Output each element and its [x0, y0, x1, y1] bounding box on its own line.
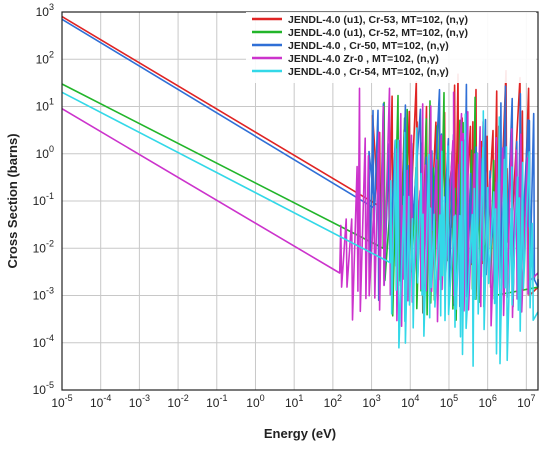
y-tick-label: 10-3: [33, 286, 54, 303]
y-tick-label: 101: [36, 97, 54, 114]
legend-entry: JENDL-4.0 , Cr-54, MT=102, (n,γ): [288, 66, 449, 78]
legend-entry: JENDL-4.0 , Cr-50, MT=102, (n,γ): [288, 40, 449, 52]
x-tick-label: 10-1: [206, 393, 227, 410]
legend-box: [246, 12, 536, 83]
y-axis-label: Cross Section (barns): [5, 133, 20, 268]
x-tick-label: 10-5: [51, 393, 72, 410]
y-tick-label: 102: [36, 49, 54, 66]
y-tick-label: 100: [36, 144, 54, 161]
legend-entry: JENDL-4.0 Zr-0 , MT=102, (n,γ): [288, 53, 439, 65]
x-axis-label: Energy (eV): [264, 426, 336, 441]
x-tick-label: 10-3: [129, 393, 150, 410]
x-tick-label: 107: [517, 393, 535, 410]
y-tick-label: 10-1: [33, 191, 54, 208]
series-lines: [61, 15, 539, 367]
y-tick-label: 10-4: [33, 333, 54, 350]
y-tick-labels: 103 102 101 100 10-1 10-2 10-3 10-4 10-5: [33, 2, 54, 397]
x-tick-label: 10-4: [90, 393, 111, 410]
legend: JENDL-4.0 (u1), Cr-53, MT=102, (n,γ)JEND…: [246, 12, 536, 83]
x-tick-label: 100: [246, 393, 264, 410]
series-line-5: [61, 91, 539, 367]
x-tick-label: 105: [440, 393, 458, 410]
x-tick-labels: 10-5 10-4 10-3 10-2 10-1 100 101 102 103 104 105 10…: [51, 393, 535, 410]
x-tick-label: 104: [401, 393, 419, 410]
y-tick-label: 10-2: [33, 238, 54, 255]
x-tick-label: 10-2: [167, 393, 188, 410]
legend-entry: JENDL-4.0 (u1), Cr-53, MT=102, (n,γ): [288, 14, 468, 26]
y-tick-label: 10-5: [33, 380, 54, 397]
x-tick-label: 106: [478, 393, 496, 410]
x-tick-label: 101: [285, 393, 303, 410]
legend-entry: JENDL-4.0 (u1), Cr-52, MT=102, (n,γ): [288, 27, 468, 39]
x-tick-label: 103: [362, 393, 380, 410]
x-tick-label: 102: [324, 393, 342, 410]
y-tick-label: 103: [36, 2, 54, 19]
